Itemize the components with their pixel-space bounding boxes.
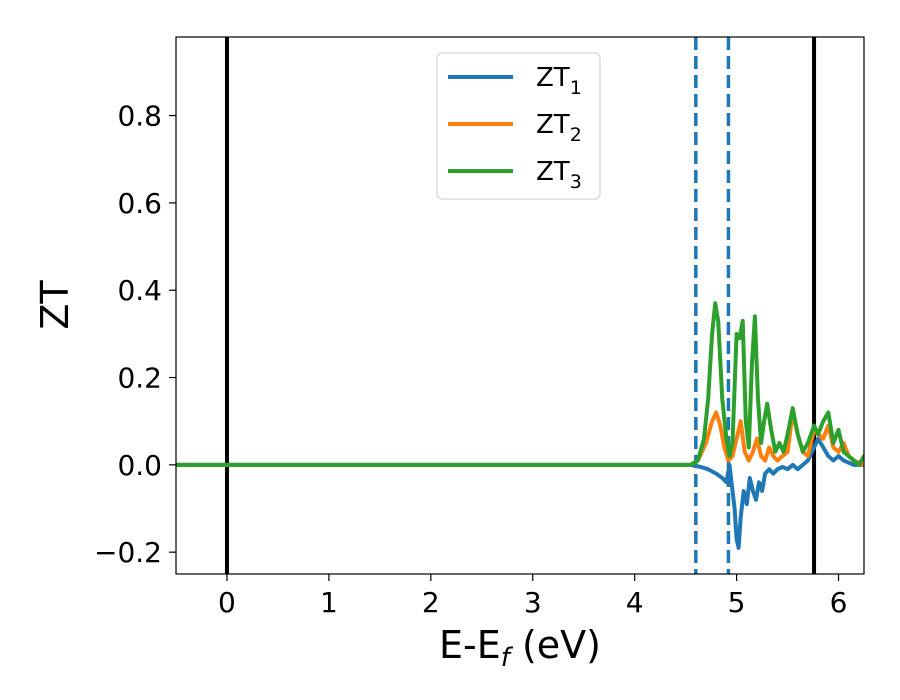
plot-frame (175, 36, 865, 575)
legend-box (436, 52, 601, 200)
y-tick-label: 0.8 (117, 100, 162, 133)
series-line-zt3 (176, 301, 864, 467)
legend-label-zt2: ZT2 (536, 110, 582, 146)
x-tick-label: 6 (830, 586, 848, 619)
x-tick-label: 5 (728, 586, 746, 619)
x-tick-label: 2 (422, 586, 440, 619)
y-axis-title: ZT (33, 280, 77, 330)
series-lines (176, 301, 864, 550)
x-tick-label: 1 (320, 586, 338, 619)
x-tick-label: 4 (626, 586, 644, 619)
y-tick-label: 0.6 (117, 187, 162, 220)
y-tick-label: 0.2 (117, 362, 162, 395)
x-axis: 0 1 2 3 4 5 6 (218, 574, 847, 619)
legend-label-zt1: ZT1 (536, 63, 582, 99)
legend-label-zt3: ZT3 (536, 157, 582, 193)
y-tick-label: 0.4 (117, 274, 162, 307)
legend: ZT1 ZT2 ZT3 (436, 52, 601, 200)
series-line-zt2 (176, 410, 864, 467)
y-axis: −0.2 0.0 0.2 0.4 0.6 0.8 (94, 100, 176, 569)
y-tick-label: −0.2 (94, 536, 162, 569)
series-line-zt1 (176, 436, 864, 550)
x-tick-label: 0 (218, 586, 236, 619)
reference-lines (224, 37, 817, 574)
x-tick-label: 3 (524, 586, 542, 619)
x-axis-title: E-Ef (eV) (439, 623, 601, 673)
y-tick-label: 0.0 (117, 449, 162, 482)
